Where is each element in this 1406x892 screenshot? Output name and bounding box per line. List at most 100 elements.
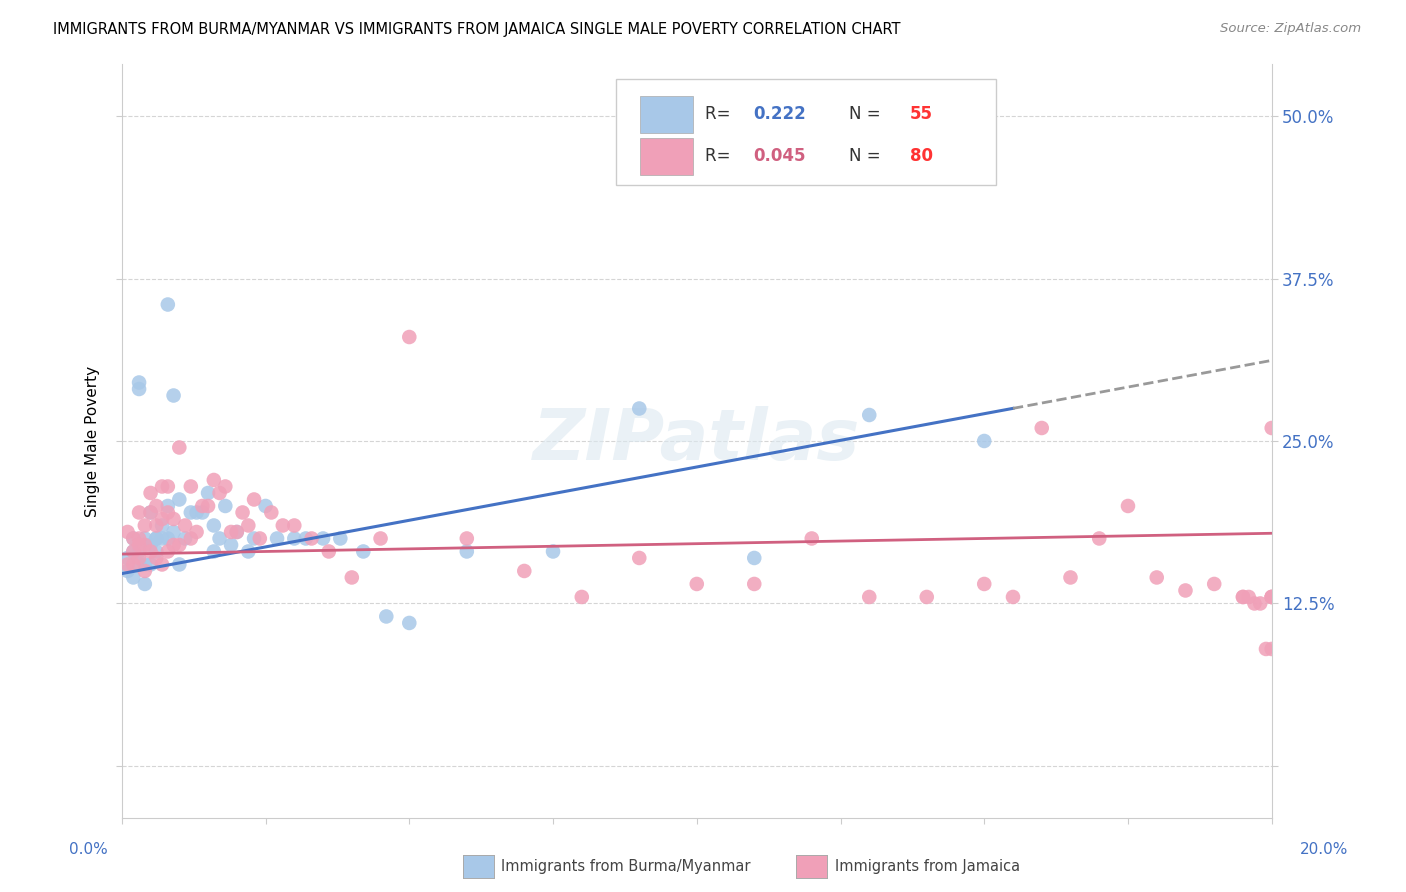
- Point: [122, 532, 145, 546]
- Point: [197, 499, 219, 513]
- Point: [456, 544, 478, 558]
- Point: [742, 577, 765, 591]
- Point: [139, 506, 162, 520]
- Point: [169, 538, 191, 552]
- Point: [352, 544, 374, 558]
- Point: [214, 479, 236, 493]
- Text: 20.0%: 20.0%: [1301, 842, 1348, 856]
- Point: [128, 538, 150, 552]
- Point: [686, 577, 709, 591]
- Point: [139, 558, 162, 572]
- Point: [800, 532, 823, 546]
- Point: [1232, 590, 1254, 604]
- Point: [513, 564, 536, 578]
- Point: [628, 401, 651, 416]
- Point: [186, 524, 208, 539]
- Point: [186, 506, 208, 520]
- Point: [249, 532, 271, 546]
- Point: [156, 479, 179, 493]
- Point: [219, 538, 242, 552]
- Point: [134, 564, 156, 578]
- Point: [271, 518, 294, 533]
- Point: [197, 486, 219, 500]
- Point: [156, 544, 179, 558]
- Point: [208, 486, 231, 500]
- FancyBboxPatch shape: [640, 95, 693, 133]
- Point: [122, 558, 145, 572]
- Point: [191, 506, 214, 520]
- Point: [162, 538, 184, 552]
- Point: [169, 558, 191, 572]
- Text: IMMIGRANTS FROM BURMA/MYANMAR VS IMMIGRANTS FROM JAMAICA SINGLE MALE POVERTY COR: IMMIGRANTS FROM BURMA/MYANMAR VS IMMIGRA…: [53, 22, 901, 37]
- Text: 0.045: 0.045: [754, 147, 806, 165]
- Point: [117, 551, 139, 566]
- Point: [134, 558, 156, 572]
- Point: [180, 506, 202, 520]
- Point: [238, 544, 260, 558]
- Point: [150, 532, 173, 546]
- Point: [139, 486, 162, 500]
- Point: [329, 532, 352, 546]
- Point: [1260, 642, 1282, 657]
- Point: [742, 551, 765, 566]
- Point: [1232, 590, 1254, 604]
- Point: [122, 544, 145, 558]
- Point: [858, 590, 880, 604]
- Point: [973, 434, 995, 448]
- Point: [139, 544, 162, 558]
- Point: [628, 551, 651, 566]
- Point: [1146, 570, 1168, 584]
- Point: [145, 551, 167, 566]
- Point: [214, 499, 236, 513]
- Text: 0.0%: 0.0%: [69, 842, 108, 856]
- Point: [1001, 590, 1024, 604]
- Point: [180, 532, 202, 546]
- Point: [134, 518, 156, 533]
- Point: [1174, 583, 1197, 598]
- Point: [541, 544, 564, 558]
- Point: [915, 590, 938, 604]
- Point: [1031, 421, 1053, 435]
- Point: [973, 577, 995, 591]
- Point: [1116, 499, 1139, 513]
- Point: [191, 499, 214, 513]
- Point: [162, 512, 184, 526]
- Text: Source: ZipAtlas.com: Source: ZipAtlas.com: [1220, 22, 1361, 36]
- Point: [1204, 577, 1226, 591]
- Point: [858, 408, 880, 422]
- Point: [1249, 597, 1271, 611]
- Point: [254, 499, 277, 513]
- Point: [150, 479, 173, 493]
- Point: [156, 506, 179, 520]
- Point: [145, 499, 167, 513]
- Point: [145, 532, 167, 546]
- Point: [128, 551, 150, 566]
- Point: [150, 558, 173, 572]
- Point: [456, 532, 478, 546]
- Point: [1260, 421, 1282, 435]
- Text: R=: R=: [704, 147, 735, 165]
- Point: [202, 473, 225, 487]
- Point: [340, 570, 363, 584]
- Point: [117, 524, 139, 539]
- Point: [243, 492, 266, 507]
- Text: 0.222: 0.222: [754, 105, 806, 123]
- Point: [145, 532, 167, 546]
- Point: [139, 538, 162, 552]
- Text: Immigrants from Jamaica: Immigrants from Jamaica: [835, 859, 1021, 873]
- Point: [243, 532, 266, 546]
- Point: [145, 518, 167, 533]
- Point: [134, 577, 156, 591]
- Point: [260, 506, 283, 520]
- Point: [1088, 532, 1111, 546]
- Point: [1260, 590, 1282, 604]
- Point: [139, 506, 162, 520]
- Point: [1254, 642, 1277, 657]
- Point: [571, 590, 593, 604]
- FancyBboxPatch shape: [640, 138, 693, 175]
- Point: [122, 544, 145, 558]
- Point: [225, 524, 247, 539]
- Text: 55: 55: [910, 105, 932, 123]
- Y-axis label: Single Male Poverty: Single Male Poverty: [86, 366, 100, 516]
- Point: [266, 532, 288, 546]
